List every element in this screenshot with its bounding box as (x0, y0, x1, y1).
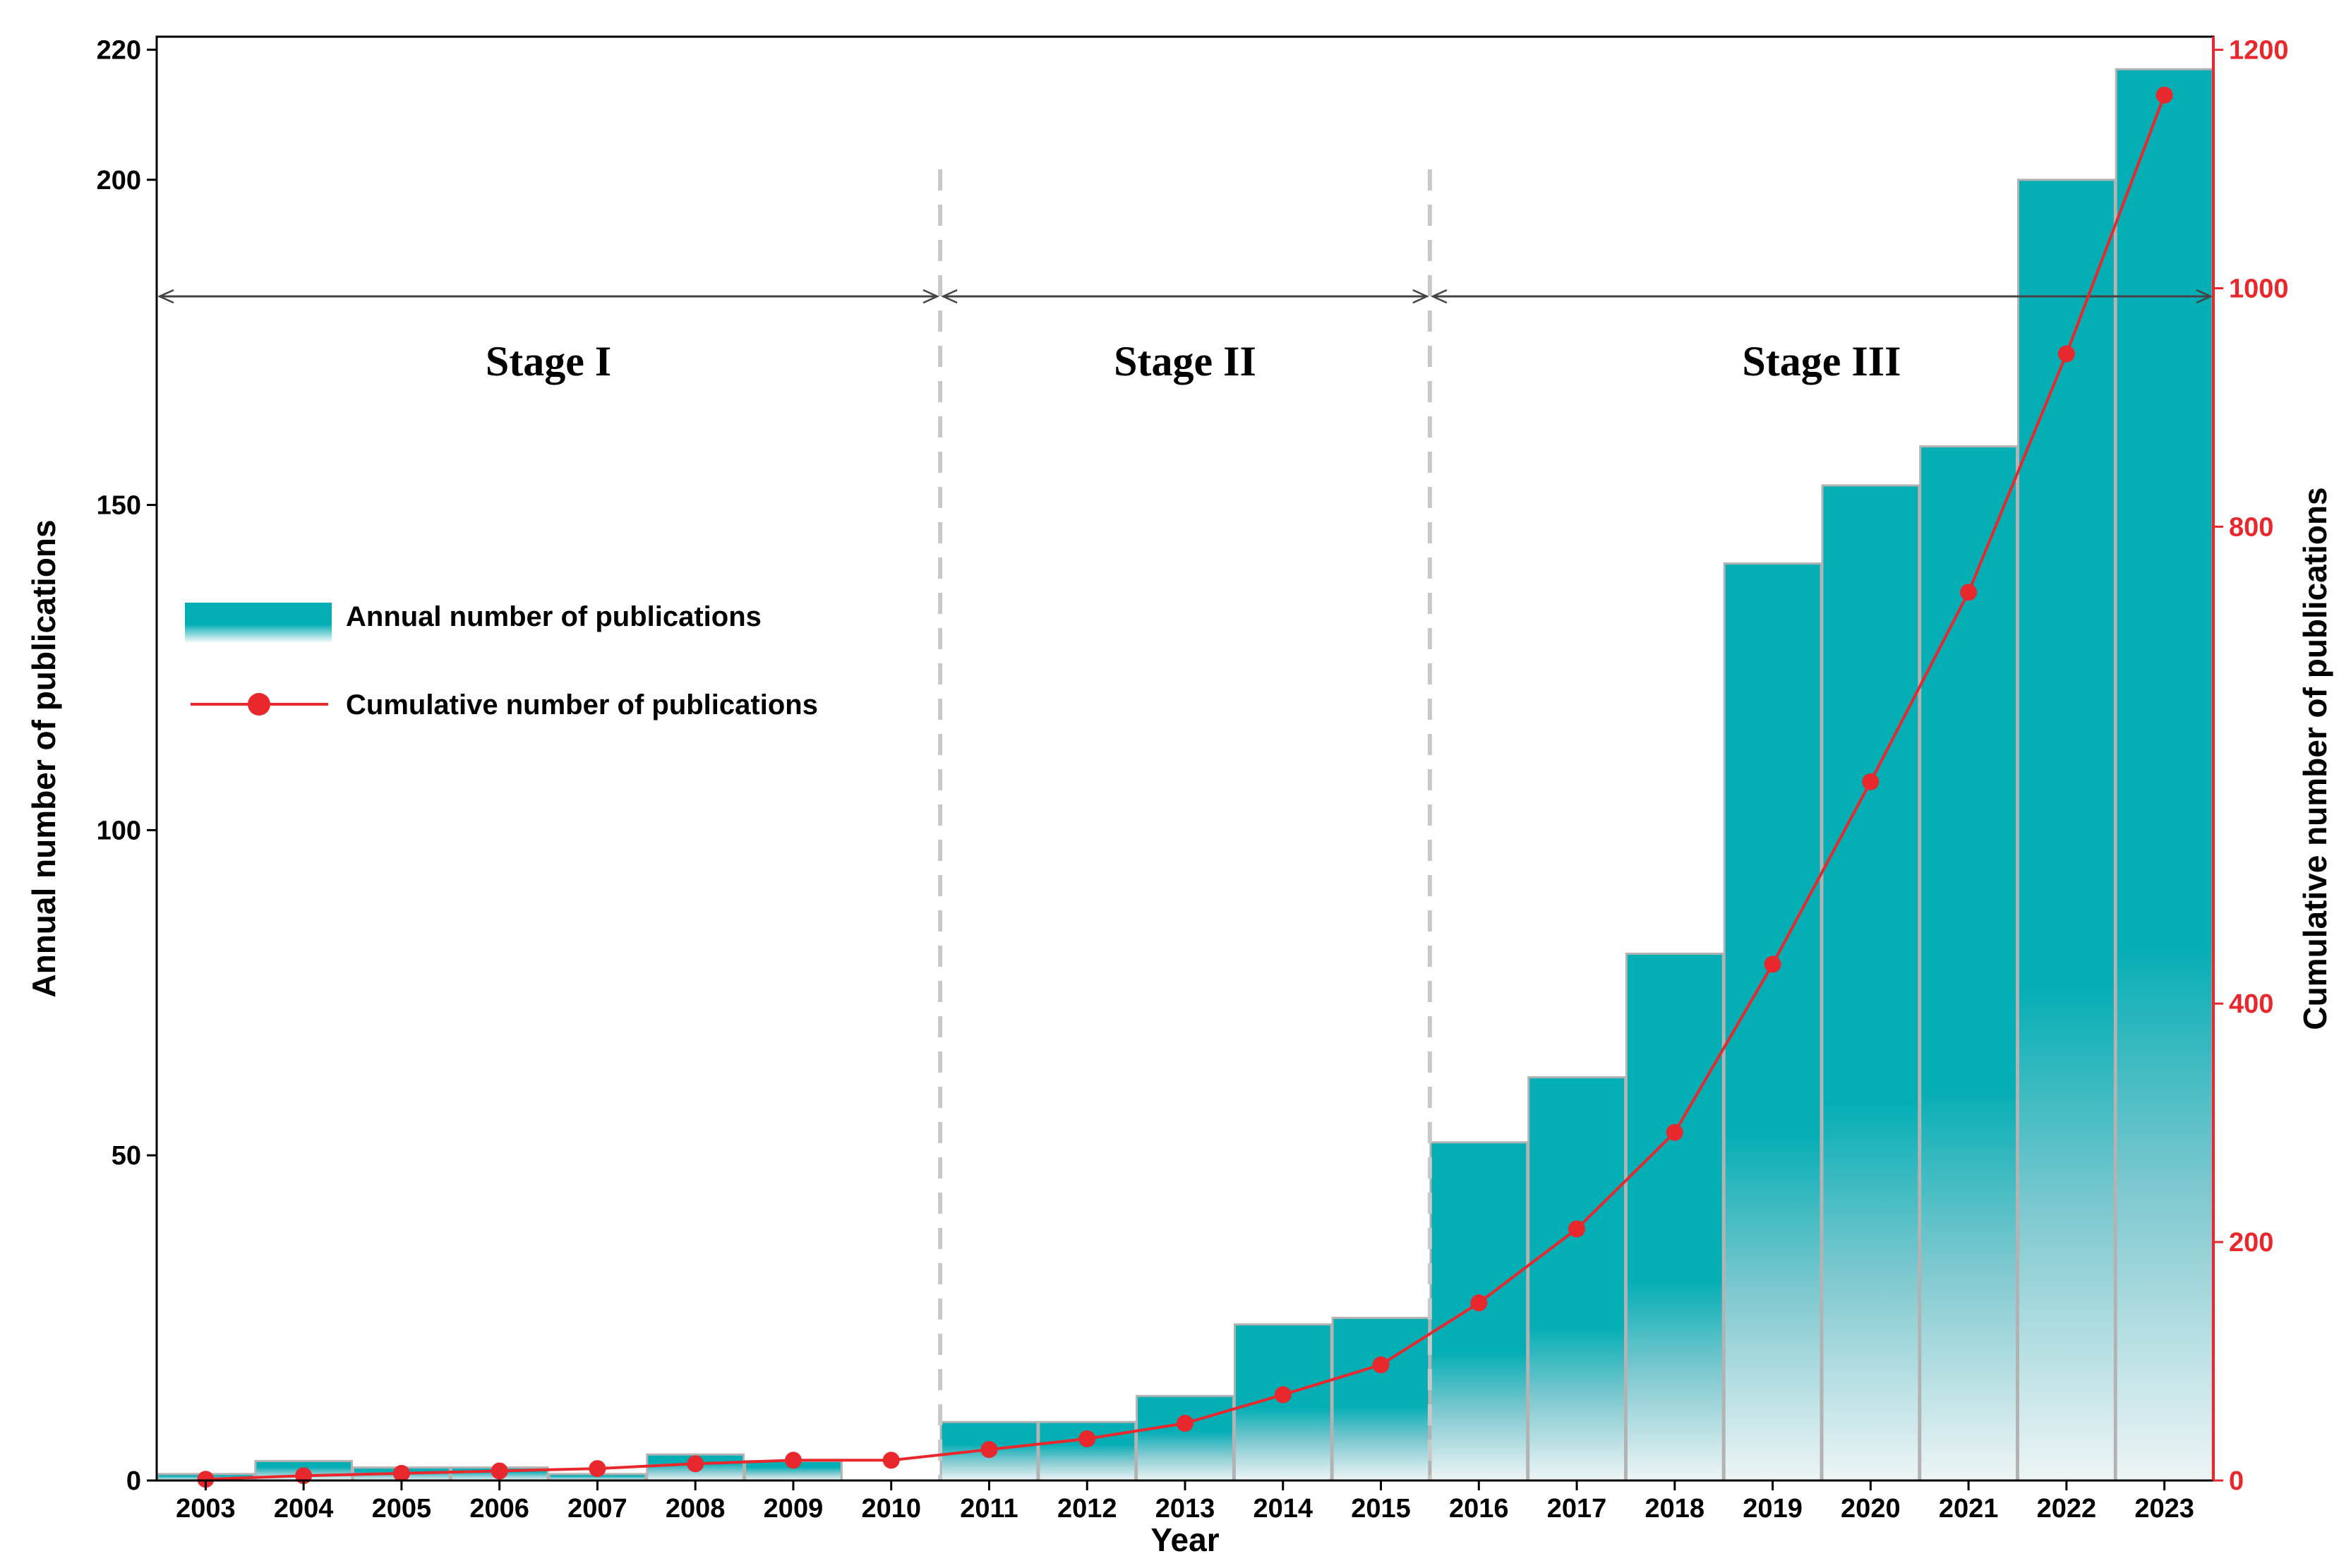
right-tick-label-1200: 1200 (2229, 36, 2289, 66)
x-tick-label-2011: 2011 (960, 1494, 1018, 1524)
cumulative-point-2013[interactable] (1177, 1414, 1193, 1432)
bar-2013[interactable] (1136, 1394, 1234, 1482)
bar-2023[interactable] (2115, 68, 2214, 1482)
legend-line-marker (248, 693, 270, 716)
x-tick-label-2004: 2004 (274, 1494, 334, 1524)
cumulative-point-2015[interactable] (1372, 1356, 1390, 1374)
left-tick-label-220: 220 (97, 35, 141, 65)
x-tick-label-2018: 2018 (1645, 1494, 1705, 1524)
x-tick-label-2015: 2015 (1351, 1494, 1411, 1524)
stage-label-3: Stage III (1742, 338, 1901, 385)
bar-2012[interactable] (1038, 1421, 1137, 1482)
cumulative-point-2009[interactable] (785, 1452, 802, 1469)
bar-2018[interactable] (1625, 953, 1724, 1482)
x-tick-label-2014: 2014 (1253, 1494, 1313, 1524)
cumulative-point-2019[interactable] (1764, 955, 1781, 973)
x-tick-label-2013: 2013 (1155, 1494, 1215, 1524)
x-tick-label-2017: 2017 (1547, 1494, 1607, 1524)
y-axis-title-right: Cumulative number of publications (2297, 487, 2333, 1030)
cumulative-point-2005[interactable] (392, 1464, 410, 1482)
left-tick-label-150: 150 (97, 491, 141, 521)
right-tick-label-200: 200 (2229, 1228, 2273, 1258)
cumulative-point-2006[interactable] (491, 1462, 508, 1480)
cumulative-point-2008[interactable] (687, 1455, 704, 1473)
cumulative-point-2011[interactable] (980, 1441, 998, 1459)
cumulative-point-2016[interactable] (1470, 1294, 1488, 1312)
x-tick-label-2007: 2007 (567, 1494, 627, 1524)
x-tick-label-2010: 2010 (861, 1494, 921, 1524)
right-tick-label-0: 0 (2229, 1466, 2244, 1496)
left-tick-label-0: 0 (126, 1466, 141, 1496)
x-tick-label-2006: 2006 (469, 1494, 529, 1524)
left-tick-label-200: 200 (97, 166, 141, 195)
bar-2020[interactable] (1821, 484, 1920, 1482)
x-tick-label-2008: 2008 (666, 1494, 726, 1524)
x-tick-label-2022: 2022 (2037, 1494, 2097, 1524)
left-tick-label-100: 100 (97, 816, 141, 845)
right-tick-label-800: 800 (2229, 512, 2273, 542)
cumulative-point-2017[interactable] (1568, 1220, 1585, 1238)
x-axis-title: Year (1150, 1521, 1219, 1558)
cumulative-point-2014[interactable] (1274, 1386, 1292, 1404)
x-tick-label-2019: 2019 (1743, 1494, 1803, 1524)
cumulative-point-2021[interactable] (1960, 584, 1978, 601)
legend-bar-swatch (185, 603, 332, 642)
x-tick-label-2023: 2023 (2134, 1494, 2194, 1524)
x-tick-label-2016: 2016 (1449, 1494, 1509, 1524)
cumulative-point-2003[interactable] (197, 1471, 215, 1488)
right-tick-label-400: 400 (2229, 989, 2273, 1019)
bar-2022[interactable] (2017, 179, 2116, 1482)
cumulative-point-2007[interactable] (589, 1460, 606, 1478)
legend-label-annual: Annual number of publications (346, 601, 762, 632)
cumulative-point-2023[interactable] (2155, 86, 2173, 104)
x-tick-label-2020: 2020 (1841, 1494, 1901, 1524)
cumulative-point-2012[interactable] (1078, 1430, 1096, 1447)
right-tick-label-1000: 1000 (2229, 274, 2289, 303)
cumulative-point-2018[interactable] (1666, 1123, 1683, 1141)
x-tick-label-2005: 2005 (372, 1494, 432, 1524)
cumulative-point-2020[interactable] (1862, 773, 1880, 790)
bar-2017[interactable] (1527, 1076, 1626, 1482)
bar-2021[interactable] (1919, 445, 2018, 1482)
x-tick-label-2021: 2021 (1939, 1494, 1999, 1524)
left-tick-label-50: 50 (112, 1141, 141, 1171)
x-tick-label-2003: 2003 (176, 1494, 236, 1524)
x-tick-label-2012: 2012 (1057, 1494, 1117, 1524)
stage-label-2: Stage II (1114, 338, 1256, 385)
y-axis-title-left: Annual number of publications (25, 519, 62, 997)
stage-label-1: Stage I (486, 338, 611, 385)
legend-label-cumulative: Cumulative number of publications (346, 689, 818, 720)
x-tick-label-2009: 2009 (764, 1494, 824, 1524)
bar-2016[interactable] (1429, 1141, 1529, 1482)
cumulative-point-2022[interactable] (2057, 345, 2075, 363)
cumulative-point-2010[interactable] (882, 1452, 900, 1469)
